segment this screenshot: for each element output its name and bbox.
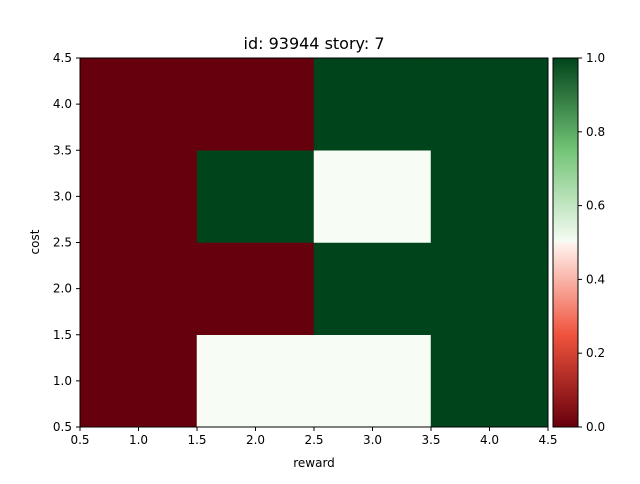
- x-tick-label: 1.5: [187, 433, 206, 447]
- x-tick-label: 3.5: [421, 433, 440, 447]
- heatmap-cell: [430, 150, 549, 243]
- heatmap-cell: [430, 334, 549, 428]
- colorbar-ticks: 0.0 0.2 0.4 0.6 0.8 1.0: [578, 51, 605, 434]
- x-tick-label: 4.0: [480, 433, 499, 447]
- x-axis: 0.5 1.0 1.5 2.0 2.5 3.0 3.5 4.0 4.5: [70, 427, 558, 447]
- heatmap-cell: [430, 57, 549, 151]
- y-axis: 0.5 1.0 1.5 2.0 2.5 3.0 3.5 4.0 4.5: [53, 51, 80, 434]
- heatmap-cell: [79, 57, 198, 151]
- heatmap-cell: [196, 242, 315, 335]
- heatmap-cell: [196, 334, 315, 428]
- y-tick-label: 4.0: [53, 97, 72, 111]
- colorbar-tick-label: 0.0: [586, 420, 605, 434]
- colorbar-fill: [553, 58, 578, 427]
- heatmap-cell: [313, 334, 432, 428]
- x-tick-label: 2.5: [304, 433, 323, 447]
- x-axis-label: reward: [293, 456, 335, 470]
- x-tick-label: 4.5: [538, 433, 557, 447]
- y-tick-label: 4.5: [53, 51, 72, 65]
- y-tick-label: 2.0: [53, 282, 72, 296]
- colorbar-frame: [552, 57, 579, 428]
- y-tick-label: 0.5: [53, 420, 72, 434]
- heatmap-cell: [79, 242, 198, 335]
- y-tick-label: 1.5: [53, 328, 72, 342]
- y-tick-label: 2.5: [53, 236, 72, 250]
- x-tick-label: 1.0: [129, 433, 148, 447]
- colorbar-tick-label: 1.0: [586, 51, 605, 65]
- y-tick-label: 1.0: [53, 374, 72, 388]
- x-tick-label: 2.0: [246, 433, 265, 447]
- heatmap-cell: [79, 334, 198, 428]
- y-tick-label: 3.0: [53, 189, 72, 203]
- heatmap-cells: [79, 57, 549, 428]
- heatmap-cell: [313, 150, 432, 243]
- x-tick-label: 0.5: [70, 433, 89, 447]
- colorbar-tick-label: 0.8: [586, 125, 605, 139]
- heatmap-cell: [430, 242, 549, 335]
- x-tick-label: 3.0: [363, 433, 382, 447]
- colorbar-tick-label: 0.6: [586, 199, 605, 213]
- y-tick-label: 3.5: [53, 143, 72, 157]
- y-axis-label: cost: [28, 229, 42, 254]
- heatmap-cell: [79, 150, 198, 243]
- heatmap-cell: [196, 57, 315, 151]
- colorbar-tick-label: 0.4: [586, 272, 605, 286]
- colorbar: 0.0 0.2 0.4 0.6 0.8 1.0: [552, 51, 605, 434]
- chart-title: id: 93944 story: 7: [244, 34, 385, 53]
- heatmap-cell: [196, 150, 315, 243]
- colorbar-tick-label: 0.2: [586, 346, 605, 360]
- heatmap-cell: [313, 57, 432, 151]
- heatmap-cell: [313, 242, 432, 335]
